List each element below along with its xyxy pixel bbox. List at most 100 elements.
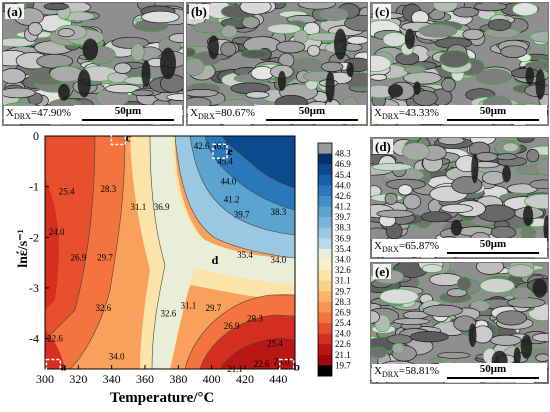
contour-label: 25.4 [267,339,283,349]
colorbar-tick-label: 39.7 [335,212,351,222]
contour-label: 24.0 [274,356,290,366]
colorbar-tick-label: 29.7 [335,286,351,296]
colorbar-tick-label: 26.9 [335,307,351,317]
panel-d: (d) XDRX=65.87% 50μm [370,137,549,259]
colorbar-swatch [318,280,332,292]
marker-box-b [278,358,295,375]
y-tick-label: -4 [29,332,39,346]
xdrx-symbol: X [374,106,382,119]
contour-label: 41.2 [224,194,240,204]
panel-label-c: (c) [373,4,392,19]
x-tick-label: 300 [36,372,54,386]
x-tick-label: 360 [136,372,154,386]
scale-bar-a: 50μm [74,105,182,124]
colorbar-swatch [318,174,332,186]
xdrx-label-c: XDRX=43.33% [372,105,442,124]
colorbar-tick-label: 34.0 [335,255,351,265]
xdrx-eq: = [398,239,406,252]
xdrx-sub: DRX [13,112,31,121]
marker-box-c [110,130,127,146]
colorbar-tick-label: 36.9 [335,233,351,243]
colorbar-swatch [318,344,332,356]
x-axis-label: Temperature/°C [110,390,215,406]
y-tick-label: -3 [29,281,39,295]
colorbar-tick-label: 19.7 [335,360,351,370]
panel-label-b: (b) [189,4,209,19]
contour-label: 29.7 [97,253,113,263]
contour-label: 34.0 [270,255,286,265]
xdrx-value-d: 65.87% [405,239,439,252]
contour-label: 26.9 [224,321,240,331]
colorbar-swatch [318,259,332,271]
panel-label-e: (e) [373,264,392,279]
contour-label: 31.1 [180,301,196,311]
colorbar-tick-label: 22.6 [335,339,351,349]
marker-label-a: a [60,359,66,373]
contour-label: 22.6 [47,334,63,344]
xdrx-symbol: X [6,106,14,119]
colorbar-tick-label: 25.4 [335,318,351,328]
marker-label-c: c [126,131,132,145]
plot-frame [44,135,296,370]
panel-b: (b) XDRX=80.67% 50μm [186,2,368,126]
contour-label: 36.9 [154,202,170,212]
panel-c: (c) XDRX=43.33% 50μm [370,2,549,126]
contour-label: 35.4 [237,250,253,260]
scale-text-e: 50μm [479,363,507,375]
scale-bar-d: 50μm [439,238,547,257]
xdrx-value-a: 47.90% [37,106,71,119]
micrograph-b [187,3,367,125]
xdrx-eq: = [398,364,406,377]
colorbar-tick-label: 44.0 [335,180,351,190]
colorbar-tick-label: 28.3 [335,297,351,307]
point-markers: c e d a b [45,130,300,375]
colorbar-swatch [318,354,332,366]
colorbar-tick-label: 41.2 [335,202,351,212]
colorbar: 48.346.945.444.042.641.239.738.336.935.4… [317,142,351,377]
colorbar-swatch [318,217,332,229]
colorbar-tick-label: 42.6 [335,191,351,201]
marker-label-d: d [212,253,219,267]
xdrx-eq: = [398,106,406,119]
colorbar-swatch [318,195,332,208]
contour-label: 26.9 [70,253,86,263]
colorbar-swatch [318,270,332,282]
contour-label: 24.0 [49,227,65,237]
panel-a: (a) XDRX=47.90% 50μm [2,2,184,126]
x-tick-label: 400 [203,372,221,386]
colorbar-tick-label: 48.3 [335,149,351,159]
scale-bar-c: 50μm [439,105,547,124]
x-tick-label: 340 [103,372,121,386]
xdrx-sub: DRX [381,112,399,121]
scale-bar-e: 50μm [439,363,547,382]
colorbar-swatch [318,323,332,335]
contour-labels: 25.424.028.331.126.9 29.736.942.6 46.945.4… [47,141,290,374]
xdrx-eq: = [30,106,38,119]
colorbar-tick-label: 45.4 [335,170,351,180]
contour-label: 34.0 [109,351,125,361]
xdrx-value-c: 43.33% [405,106,439,119]
xdrx-label-e: XDRX=58.81% [372,363,442,382]
xdrx-label-a: XDRX=47.90% [4,105,74,124]
contour-label: 39.7 [234,210,250,220]
colorbar-swatch [318,206,332,218]
contour-label: 28.3 [247,313,263,323]
colorbar-tick-label: 46.9 [335,159,351,169]
contour-label: 38.3 [270,207,286,217]
panel-label-a: (a) [5,4,25,19]
contour-label: 25.4 [59,187,75,197]
contour-label: 32.6 [160,308,176,318]
colorbar-swatch [318,185,332,197]
colorbar-swatch [318,164,332,176]
colorbar-swatch [318,153,332,165]
scale-text-c: 50μm [479,105,507,117]
colorbar-frame [317,142,333,377]
scale-text-a: 50μm [114,105,142,117]
x-tick-label: 320 [69,372,87,386]
colorbar-swatch [318,291,332,303]
scale-bar-b: 50μm [258,105,366,124]
xdrx-symbol: X [190,106,198,119]
y-tick-label: -1 [29,180,39,194]
colorbar-swatch [318,248,332,260]
marker-box-a [45,358,62,375]
